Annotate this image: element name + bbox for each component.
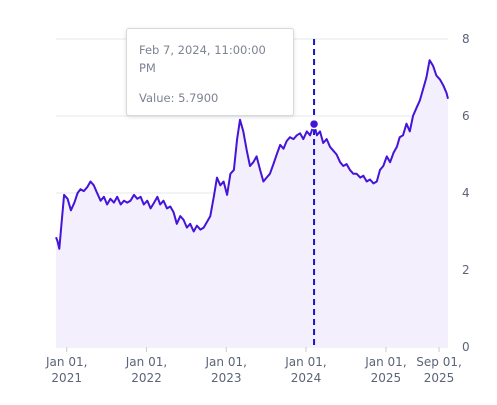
x-tick-label: Jan 01, 2022: [125, 355, 167, 385]
y-tick-label: 6: [462, 109, 470, 123]
x-tick-label: Jan 01, 2024: [284, 355, 326, 385]
y-axis: 0 2 4 6 8: [462, 32, 470, 354]
series-line: [55, 59, 449, 250]
x-axis: Jan 01, 2021 Jan 01, 2022 Jan 01, 2023 Jan 01,…: [45, 347, 462, 385]
tooltip-timestamp: Feb 7, 2024, 11:00:00 PM: [139, 43, 266, 75]
y-tick-label: 0: [462, 340, 470, 354]
x-tick-label: Jan 01, 2023: [205, 355, 247, 385]
x-tick-label: Jan 01, 2025: [364, 355, 406, 385]
tooltip-value: Value: 5.7900: [139, 91, 219, 105]
y-tick-label: 8: [462, 32, 470, 46]
highlight-point[interactable]: [308, 118, 320, 130]
y-tick-label: 4: [462, 186, 470, 200]
x-tick-label: Jan 01, 2021: [45, 355, 87, 385]
series-area: [56, 60, 448, 347]
y-tick-label: 2: [462, 263, 470, 277]
x-tick-label: Sep 01, 2025: [416, 355, 462, 385]
tooltip: Feb 7, 2024, 11:00:00 PM Value: 5.7900: [126, 28, 294, 116]
